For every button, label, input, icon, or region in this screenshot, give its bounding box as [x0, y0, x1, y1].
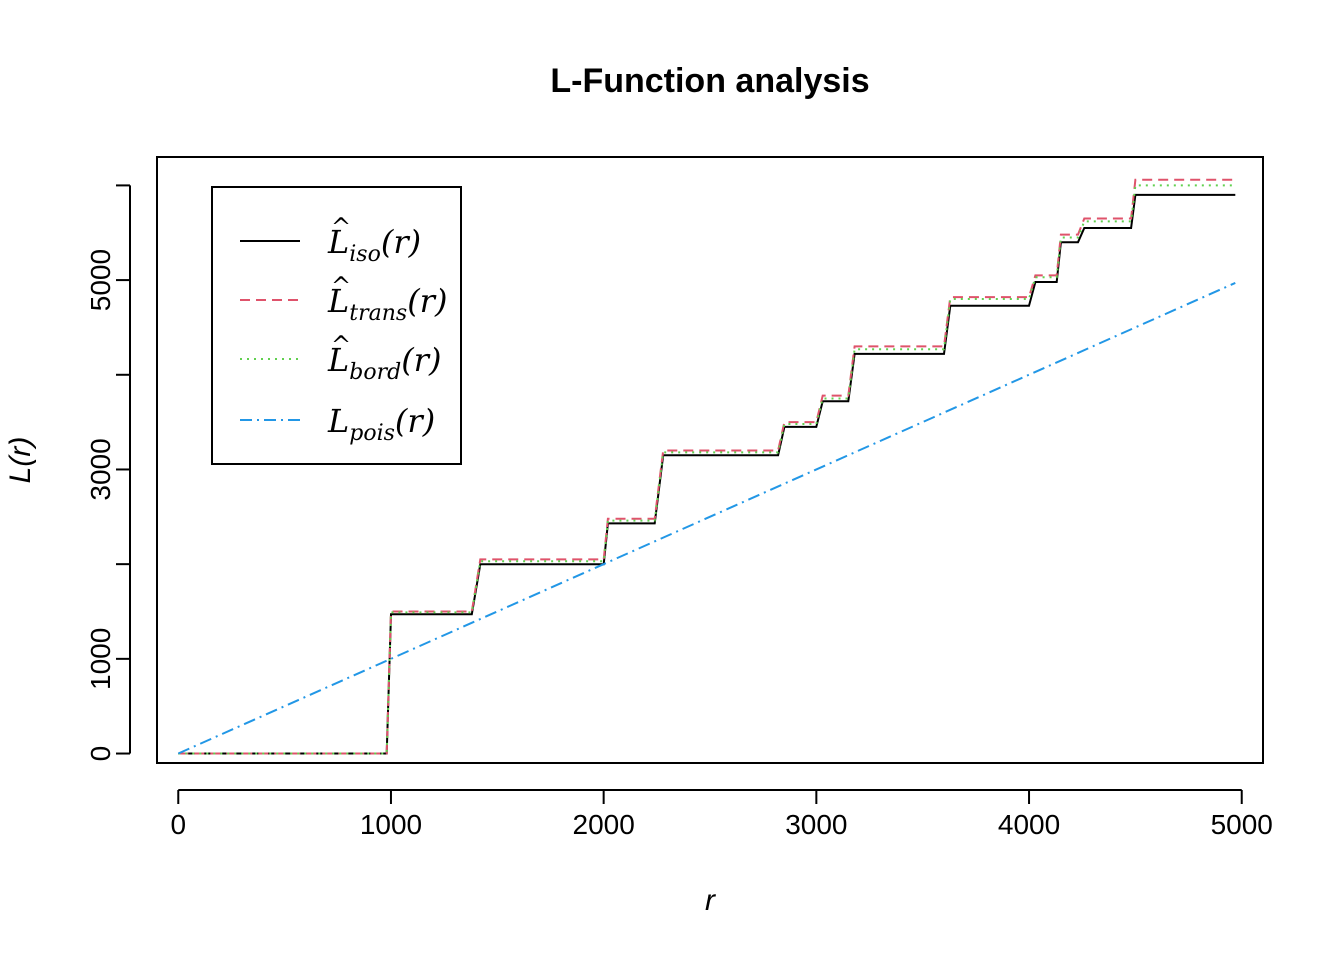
y-axis-label: L(r) — [4, 437, 37, 484]
y-tick-label: 1000 — [85, 628, 116, 690]
legend-entry-bord: Lbord(r) — [327, 341, 441, 385]
x-tick-label: 0 — [170, 809, 186, 840]
y-tick-label: 3000 — [85, 438, 116, 500]
x-axis-label: r — [705, 884, 716, 917]
legend-hat-trans: ^ — [331, 272, 351, 300]
plot-frame — [156, 156, 1264, 764]
series-line-pois — [177, 281, 1236, 755]
series-line-iso — [178, 193, 1236, 755]
legend-entry-trans: Ltrans(r) — [327, 282, 447, 326]
x-tick-label: 1000 — [360, 809, 422, 840]
legend-box — [211, 186, 462, 465]
series-layer — [177, 178, 1236, 755]
x-tick-label: 3000 — [785, 809, 847, 840]
y-tick-label: 5000 — [85, 249, 116, 311]
legend: Liso(r)^Ltrans(r)^Lbord(r)^Lpois(r) — [211, 186, 462, 465]
legend-entry-pois: Lpois(r) — [327, 402, 435, 446]
y-axis: 0 1000 3000 5000 — [85, 184, 131, 762]
x-tick-label: 2000 — [573, 809, 635, 840]
series-line-trans — [178, 178, 1236, 755]
chart-title: L-Function analysis — [550, 62, 869, 100]
legend-entry-iso: Liso(r) — [327, 223, 421, 267]
x-tick-label: 5000 — [1211, 809, 1273, 840]
y-axis-label-group: L(r) — [4, 437, 37, 484]
legend-hat-iso: ^ — [331, 213, 351, 241]
legend-hat-bord: ^ — [331, 331, 351, 359]
y-tick-label: 0 — [85, 746, 116, 762]
x-axis: 0 1000 2000 3000 4000 5000 — [170, 789, 1273, 840]
x-tick-label: 4000 — [998, 809, 1060, 840]
